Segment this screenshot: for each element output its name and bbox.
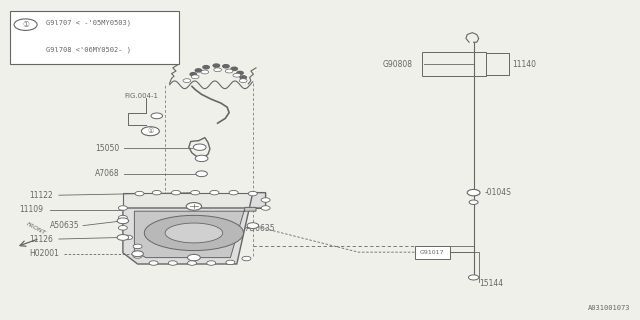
Circle shape [201,70,209,74]
Circle shape [261,206,270,210]
Text: 11140: 11140 [512,60,536,68]
Circle shape [240,76,246,79]
Circle shape [118,215,127,220]
Circle shape [229,190,238,195]
Circle shape [195,69,202,72]
Circle shape [196,171,207,177]
Circle shape [233,73,241,77]
Text: G9l708 <'06MY0502- ): G9l708 <'06MY0502- ) [46,46,131,53]
Circle shape [141,127,159,136]
Text: A50635: A50635 [246,224,276,233]
Circle shape [132,251,143,257]
Circle shape [223,65,229,68]
Text: G9l707 < -'05MY0503): G9l707 < -'05MY0503) [46,20,131,26]
Circle shape [191,75,199,79]
Text: 11126: 11126 [29,235,52,244]
Text: G90808: G90808 [383,60,413,68]
Text: FRONT: FRONT [26,221,47,236]
Circle shape [231,67,237,70]
Circle shape [226,260,235,265]
Circle shape [172,190,180,195]
Bar [422,52,486,76]
Circle shape [188,261,196,265]
Circle shape [133,254,142,258]
Polygon shape [134,207,256,258]
Circle shape [248,191,257,196]
Circle shape [468,275,479,280]
Circle shape [261,198,270,202]
Text: A50635: A50635 [50,221,79,230]
Text: 11122: 11122 [29,191,52,200]
Text: -0104S: -0104S [485,188,512,197]
Text: ①: ① [147,128,154,134]
Circle shape [207,261,216,265]
Circle shape [247,223,259,228]
Circle shape [214,68,221,72]
Circle shape [14,19,37,30]
Circle shape [118,226,127,230]
Circle shape [190,73,196,76]
Circle shape [469,200,478,204]
Text: G91017: G91017 [420,250,444,255]
Circle shape [152,190,161,195]
Circle shape [213,64,220,67]
Circle shape [168,261,177,265]
Text: 15050: 15050 [95,144,119,153]
Circle shape [124,235,132,240]
Circle shape [242,256,251,261]
Circle shape [188,254,200,261]
Text: 11109: 11109 [19,205,44,214]
Circle shape [210,190,219,195]
Circle shape [117,218,129,224]
Text: A7068: A7068 [95,169,119,178]
Text: ①: ① [22,20,29,29]
Circle shape [203,66,209,69]
Circle shape [186,203,202,210]
Bar [10,11,179,64]
Text: FIG.004-1: FIG.004-1 [125,93,159,99]
Circle shape [225,69,233,73]
Circle shape [151,113,163,119]
Ellipse shape [145,215,243,251]
Circle shape [118,206,127,210]
Circle shape [149,261,158,265]
Text: 15144: 15144 [479,279,503,288]
Bar [415,246,450,259]
Circle shape [133,244,142,249]
Circle shape [183,79,191,83]
Circle shape [193,144,206,150]
Circle shape [467,189,480,196]
Text: H02001: H02001 [29,249,59,258]
Circle shape [239,79,247,83]
Text: A031001073: A031001073 [588,305,630,311]
FancyBboxPatch shape [123,193,265,208]
Ellipse shape [165,223,223,243]
Circle shape [191,190,200,195]
Circle shape [237,71,243,75]
Circle shape [195,155,208,162]
Circle shape [135,191,144,196]
Circle shape [117,235,129,240]
Polygon shape [123,193,266,264]
